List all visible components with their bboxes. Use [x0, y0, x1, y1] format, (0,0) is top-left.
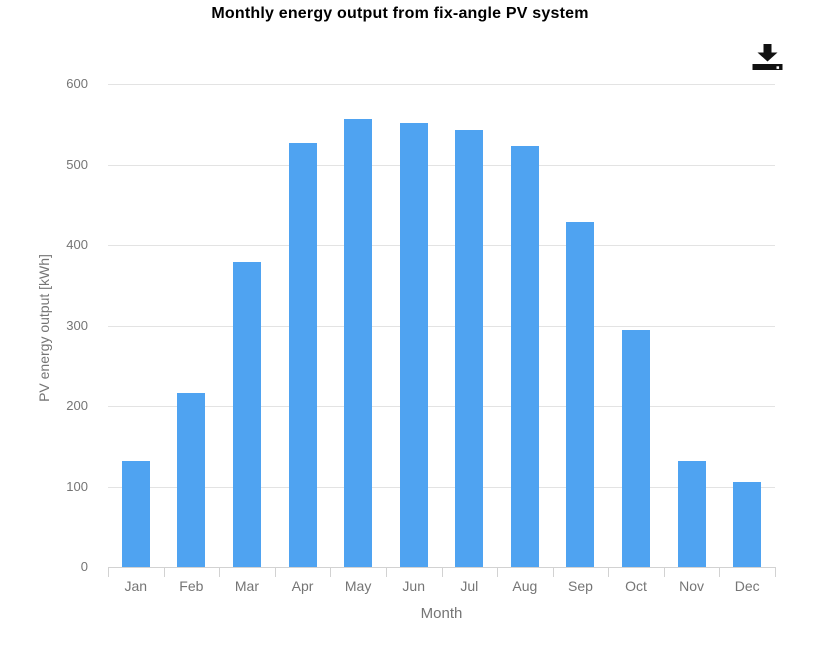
x-tick-label: Jan	[124, 578, 148, 594]
bar-aug[interactable]	[510, 145, 539, 567]
x-tick-label: Jul	[460, 578, 479, 594]
x-tick	[219, 567, 221, 577]
chart-title: Monthly energy output from fix-angle PV …	[211, 5, 589, 22]
bar-sep[interactable]	[566, 222, 595, 567]
download-icon	[752, 44, 782, 70]
bar-jan[interactable]	[121, 460, 150, 567]
x-tick	[330, 567, 332, 577]
x-axis-title: Month	[420, 605, 463, 622]
x-tick-label: Oct	[625, 578, 647, 594]
x-tick	[274, 567, 276, 577]
x-tick	[441, 567, 443, 577]
gridline-200	[108, 406, 775, 407]
x-tick	[608, 567, 610, 577]
x-tick	[719, 567, 721, 577]
gridline-500	[108, 164, 775, 166]
y-tick-label: 100	[66, 478, 88, 494]
y-tick-label: 600	[66, 76, 88, 91]
bar-feb[interactable]	[177, 393, 206, 567]
bar-oct[interactable]	[622, 330, 651, 567]
x-tick	[163, 567, 165, 577]
bar-jul[interactable]	[455, 129, 484, 567]
x-tick-label: Nov	[679, 578, 705, 594]
x-tick	[663, 567, 665, 577]
y-tick-label: 0	[80, 559, 88, 574]
x-tick	[552, 567, 554, 577]
gridline-400	[108, 245, 775, 246]
y-tick-label: 400	[66, 237, 88, 252]
x-tick	[497, 567, 499, 577]
x-tick	[775, 567, 776, 577]
download-button[interactable]	[750, 44, 784, 74]
bar-dec[interactable]	[733, 481, 762, 567]
y-tick-label: 500	[66, 156, 88, 172]
y-axis-title: PV energy output [kWh]	[36, 254, 52, 402]
x-tick	[108, 567, 109, 577]
bar-nov[interactable]	[677, 460, 706, 567]
x-tick-label: Feb	[179, 578, 204, 594]
y-tick-label: 300	[66, 317, 88, 333]
y-tick-label: 200	[66, 398, 88, 413]
x-tick-label: Sep	[567, 578, 593, 594]
x-tick-label: Aug	[512, 578, 538, 594]
x-tick	[385, 567, 387, 577]
bar-jun[interactable]	[399, 122, 428, 567]
x-tick-label: Dec	[734, 578, 760, 594]
x-tick-label: Mar	[234, 578, 259, 594]
x-tick-label: Apr	[291, 578, 314, 594]
x-tick-label: May	[344, 578, 372, 594]
bar-apr[interactable]	[288, 142, 317, 567]
x-tick-label: Jun	[402, 578, 425, 594]
gridline-300	[108, 325, 775, 327]
bar-mar[interactable]	[232, 261, 261, 567]
gridline-600	[108, 84, 775, 85]
gridline-100	[108, 486, 775, 488]
bar-may[interactable]	[344, 118, 373, 567]
